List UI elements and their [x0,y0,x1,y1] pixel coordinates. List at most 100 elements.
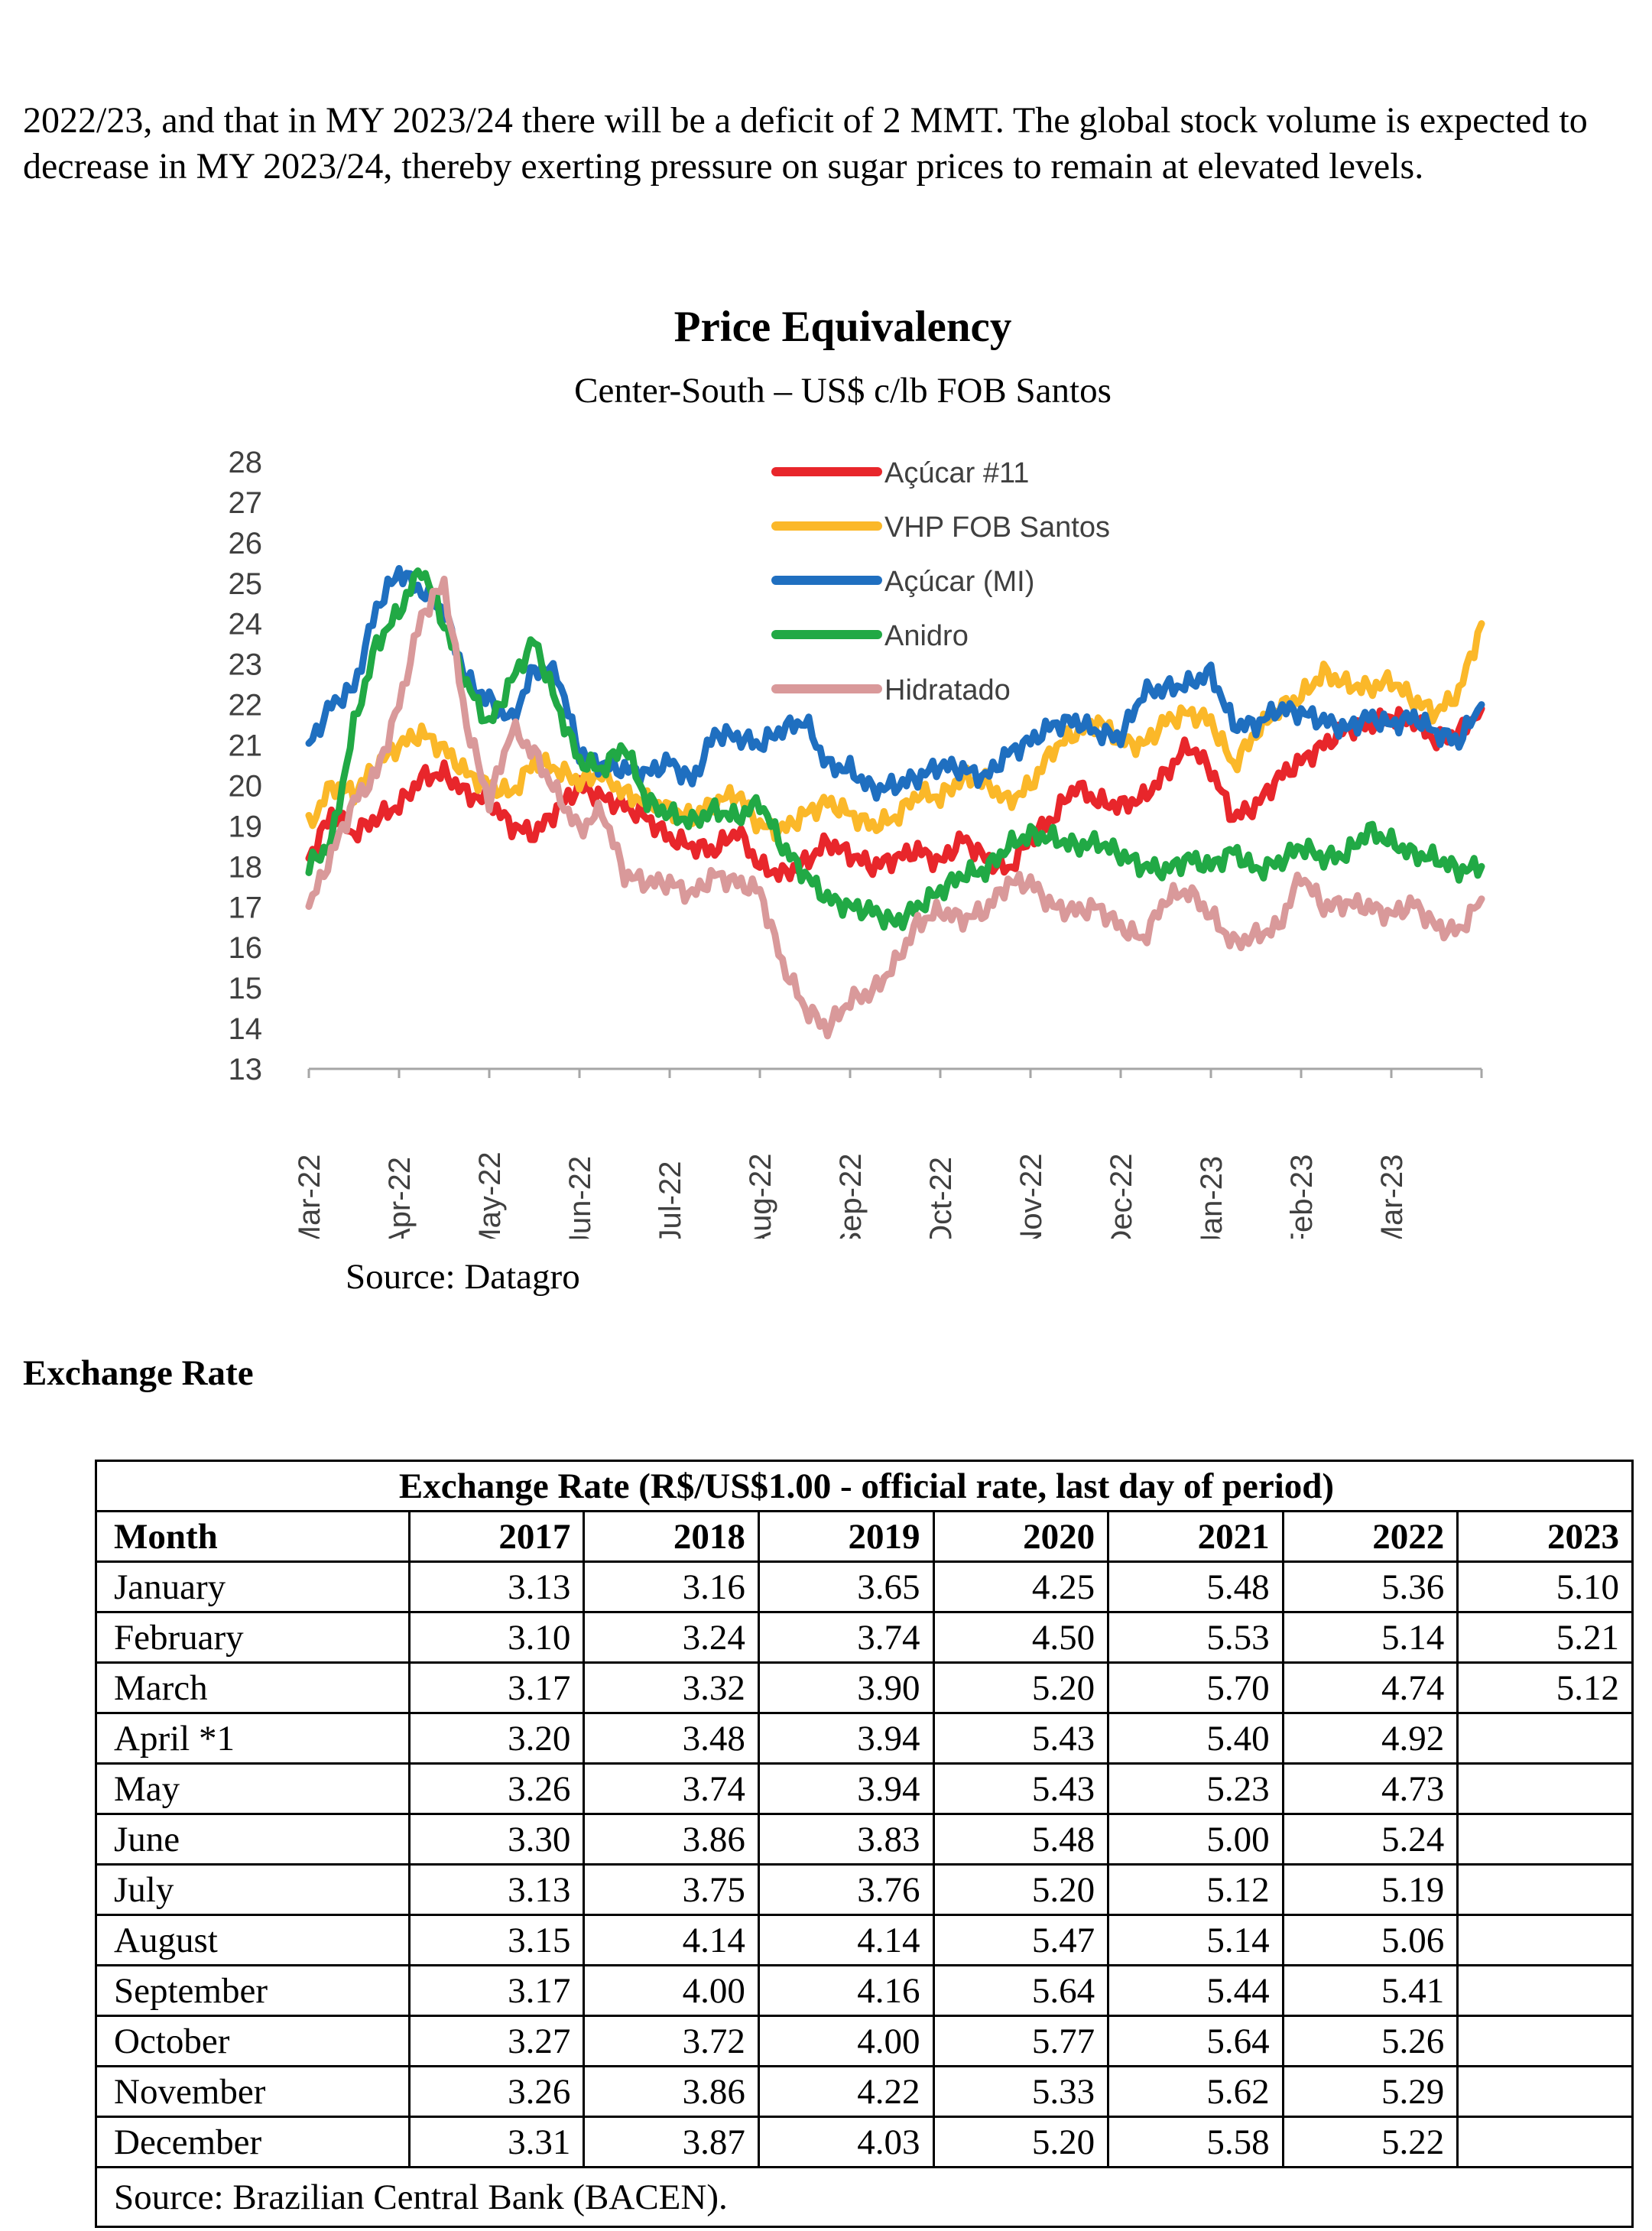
rate-cell: 3.75 [583,1863,760,1916]
rate-cell [1456,2116,1634,2168]
chart-title: Price Equivalency [673,303,1012,351]
rate-cell: 4.22 [757,2065,935,2118]
rate-cell [1456,1863,1634,1916]
table-row: December 3.31 3.87 4.03 5.20 5.58 5.22 [95,2116,1634,2168]
month-cell: February [95,1611,411,1664]
rate-cell: 5.48 [932,1813,1110,1866]
month-cell: April *1 [95,1712,411,1765]
y-tick-label: 21 [229,729,263,763]
rate-cell [1456,1813,1634,1866]
header-year: 2018 [583,1510,760,1563]
rate-cell: 3.17 [407,1661,586,1714]
rate-cell: 3.15 [407,1914,586,1966]
rate-cell: 5.26 [1281,2015,1459,2067]
rate-cell: 5.77 [932,2015,1110,2067]
rate-cell: 5.40 [1107,1712,1284,1765]
rate-cell [1456,1964,1634,2017]
rate-cell: 5.33 [932,2065,1110,2118]
table-row: March 3.17 3.32 3.90 5.20 5.70 4.74 5.12 [95,1661,1634,1714]
table-source-row: Source: Brazilian Central Bank (BACEN). [95,2166,1634,2228]
table-row: July 3.13 3.75 3.76 5.20 5.12 5.19 [95,1863,1634,1916]
price-equivalency-chart: 13 14 15 16 17 18 19 20 21 22 23 24 25 26 27 28 Mar-22 Ap… [229,446,1485,1239]
rate-cell: 5.23 [1107,1762,1284,1815]
rate-cell: 3.31 [407,2116,586,2168]
rate-cell: 5.64 [932,1964,1110,2017]
rate-cell: 5.12 [1107,1863,1284,1916]
intro-paragraph: 2022/23, and that in MY 2023/24 there wi… [23,100,1588,187]
rate-cell: 5.06 [1281,1914,1459,1966]
y-tick-label: 13 [229,1053,263,1086]
x-tick-label: Mar-23 [1375,1154,1409,1239]
rate-cell: 5.64 [1107,2015,1284,2067]
rate-cell: 3.74 [583,1762,760,1815]
header-year: 2021 [1107,1510,1284,1563]
header-year: 2019 [757,1510,935,1563]
x-tick-label: Nov-22 [1014,1154,1048,1239]
rate-cell: 3.94 [757,1712,935,1765]
y-tick-label: 24 [229,608,263,641]
rate-cell: 3.10 [407,1611,586,1664]
chart-subtitle: Center-South – US$ c/lb FOB Santos [574,371,1112,411]
rate-cell: 4.92 [1281,1712,1459,1765]
rate-cell: 4.00 [757,2015,935,2067]
series-line [305,575,1485,1040]
rate-cell: 3.26 [407,2065,586,2118]
rate-cell: 5.14 [1281,1611,1459,1664]
rate-cell [1456,2065,1634,2118]
x-tick-label: Jun-22 [563,1156,597,1239]
rate-cell: 5.41 [1281,1964,1459,2017]
rate-cell: 3.32 [583,1661,760,1714]
table-source: Source: Brazilian Central Bank (BACEN). [95,2166,1634,2228]
rate-cell: 5.19 [1281,1863,1459,1916]
rate-cell: 5.10 [1456,1560,1634,1613]
rate-cell: 4.03 [757,2116,935,2168]
rate-cell [1456,1762,1634,1815]
header-year: 2022 [1281,1510,1459,1563]
rate-cell: 4.74 [1281,1661,1459,1714]
rate-cell: 4.00 [583,1964,760,2017]
legend-label: Hidratado [884,674,1011,706]
rate-cell: 3.13 [407,1863,586,1916]
table-row: October 3.27 3.72 4.00 5.77 5.64 5.26 [95,2015,1634,2067]
rate-cell: 5.14 [1107,1914,1284,1966]
rate-cell: 5.43 [932,1712,1110,1765]
table-row: February 3.10 3.24 3.74 4.50 5.53 5.14 5.21 [95,1611,1634,1664]
month-cell: June [95,1813,411,1866]
rate-cell: 3.26 [407,1762,586,1815]
y-tick-label: 19 [229,810,263,843]
rate-cell: 3.16 [583,1560,760,1613]
rate-cell: 5.12 [1456,1661,1634,1714]
rate-cell: 3.83 [757,1813,935,1866]
rate-cell: 5.47 [932,1914,1110,1966]
rate-cell: 5.00 [1107,1813,1284,1866]
table-caption: Exchange Rate (R$/US$1.00 - official rat… [95,1460,1634,1512]
y-tick-label: 28 [229,446,263,479]
y-tick-label: 25 [229,567,263,601]
x-tick-label: Sep-22 [834,1154,868,1239]
legend-label: Açúcar #11 [884,457,1029,489]
rate-cell: 4.73 [1281,1762,1459,1815]
month-cell: November [95,2065,411,2118]
rate-cell: 5.62 [1107,2065,1284,2118]
rate-cell: 3.94 [757,1762,935,1815]
table-row: August 3.15 4.14 4.14 5.47 5.14 5.06 [95,1914,1634,1966]
header-month: Month [95,1510,411,1563]
rate-cell: 3.65 [757,1560,935,1613]
table-row: November 3.26 3.86 4.22 5.33 5.62 5.29 [95,2065,1634,2118]
rate-cell: 4.50 [932,1611,1110,1664]
y-tick-label: 20 [229,769,263,803]
rate-cell [1456,1914,1634,1966]
series-line [305,620,1485,843]
rate-cell [1456,1712,1634,1765]
table-row: April *1 3.20 3.48 3.94 5.43 5.40 4.92 [95,1712,1634,1765]
x-tick-label: Apr-22 [383,1157,417,1239]
rate-cell [1456,2015,1634,2067]
rate-cell: 4.16 [757,1964,935,2017]
table-header-row: Month 2017 2018 2019 2020 2021 2022 2023 [95,1510,1634,1563]
legend-label: Açúcar (MI) [884,566,1034,598]
rate-cell: 3.87 [583,2116,760,2168]
y-tick-label: 27 [229,486,263,520]
month-cell: July [95,1863,411,1916]
rate-cell: 5.24 [1281,1813,1459,1866]
rate-cell: 3.48 [583,1712,760,1765]
